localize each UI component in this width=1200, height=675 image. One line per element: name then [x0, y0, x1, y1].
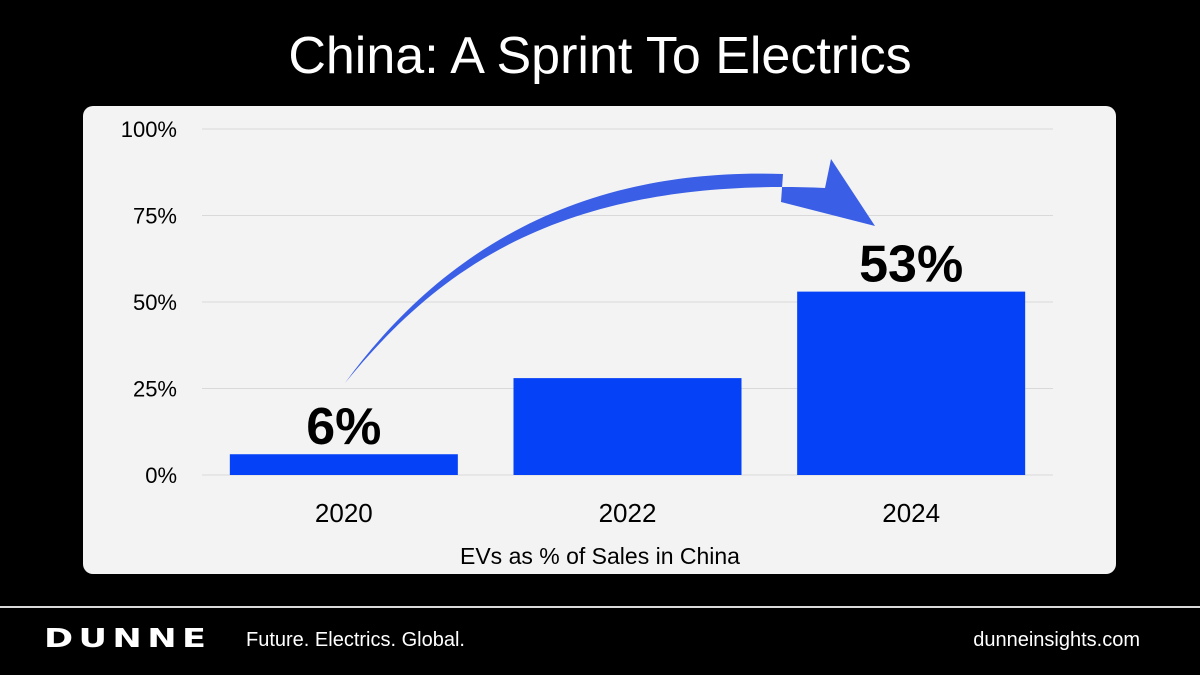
- y-tick-label: 0%: [145, 463, 177, 488]
- y-tick-label: 50%: [133, 290, 177, 315]
- y-tick-label: 100%: [121, 117, 177, 142]
- bars: [229, 291, 1026, 475]
- brand-logo: DUNNE: [44, 624, 212, 654]
- bar-2020: [229, 454, 458, 475]
- growth-arrow: [345, 159, 875, 383]
- footer-website[interactable]: dunneinsights.com: [973, 629, 1140, 651]
- x-axis-label: EVs as % of Sales in China: [460, 543, 740, 569]
- footer-divider: [0, 606, 1200, 608]
- bar-2024: [797, 291, 1026, 475]
- y-tick-label: 75%: [133, 204, 177, 229]
- chart-panel: 0% 25% 50% 75% 100% 2020 2022 2024 6% 53% EVs a…: [83, 106, 1116, 574]
- slide-title: China: A Sprint To Electrics: [288, 27, 912, 85]
- x-tick-label-2020: 2020: [315, 498, 373, 528]
- x-tick-label-2022: 2022: [599, 498, 657, 528]
- bar-2022: [513, 378, 742, 475]
- data-label-2020: 6%: [306, 398, 381, 456]
- x-axis-ticks: 2020 2022 2024: [315, 498, 940, 528]
- growth-arrow-icon: [345, 159, 875, 383]
- footer-tagline: Future. Electrics. Global.: [246, 629, 465, 651]
- data-label-2024: 53%: [859, 236, 963, 294]
- bar-chart: 0% 25% 50% 75% 100% 2020 2022 2024 6% 53% EVs a…: [121, 117, 1053, 569]
- x-tick-label-2024: 2024: [882, 498, 940, 528]
- data-labels: 6% 53%: [306, 236, 963, 457]
- y-tick-label: 25%: [133, 377, 177, 402]
- y-axis-ticks: 0% 25% 50% 75% 100%: [121, 117, 177, 488]
